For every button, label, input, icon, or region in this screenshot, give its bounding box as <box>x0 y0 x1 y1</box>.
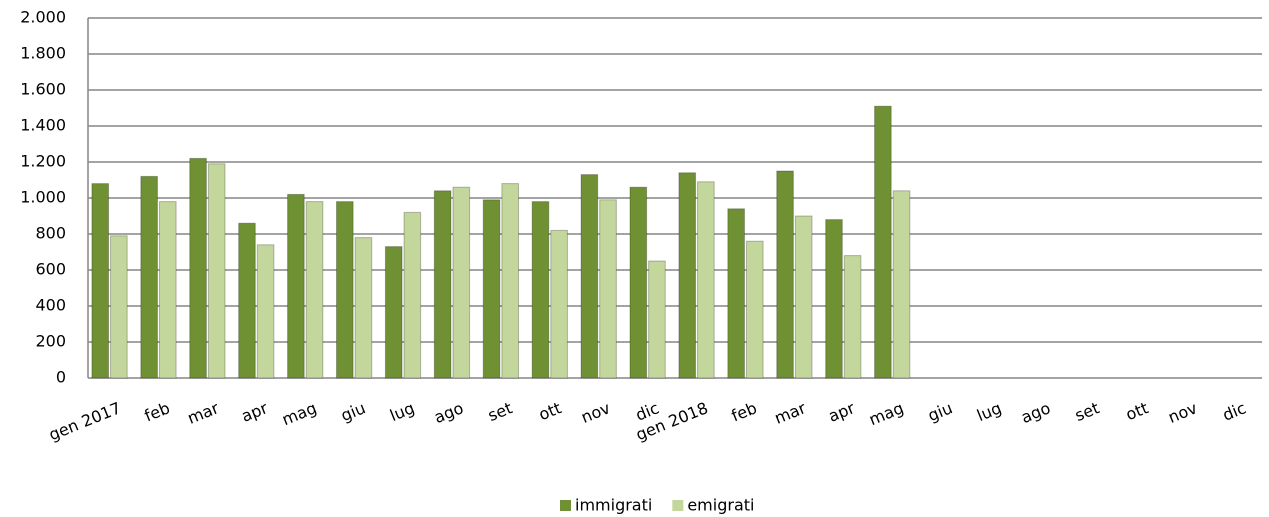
bar <box>433 190 452 379</box>
y-tick-label: 2.000 <box>20 8 66 27</box>
x-tick-label: apr <box>239 398 271 426</box>
legend-swatch <box>560 500 571 511</box>
bar <box>874 105 892 379</box>
bar <box>843 255 862 379</box>
bar <box>482 199 501 379</box>
x-tick-label: feb <box>729 398 760 425</box>
bar <box>550 229 568 379</box>
bar <box>354 237 373 379</box>
y-tick-label: 800 <box>35 224 66 243</box>
x-tick-label: nov <box>578 398 612 427</box>
x-tick-label: giu <box>338 398 368 425</box>
x-tick-label: ago <box>1018 398 1053 427</box>
bar <box>892 190 911 379</box>
x-tick-label: feb <box>142 398 173 425</box>
x-tick-label: lug <box>387 398 417 425</box>
x-tick-label: ott <box>1123 398 1151 424</box>
bar <box>794 215 813 379</box>
bar <box>287 193 305 379</box>
x-tick-label: mag <box>279 398 319 429</box>
bar <box>110 235 128 379</box>
bar <box>648 260 666 379</box>
y-tick-label: 1.800 <box>20 44 66 63</box>
bar <box>745 240 764 379</box>
bar <box>678 172 697 379</box>
bar <box>305 201 324 379</box>
x-tick-label: apr <box>826 398 858 426</box>
bar <box>189 157 207 379</box>
y-tick-label: 1.400 <box>20 116 66 135</box>
y-tick-label: 1.600 <box>20 80 66 99</box>
y-tick-label: 400 <box>35 296 66 315</box>
bar <box>727 208 745 379</box>
legend-label: emigrati <box>687 496 754 515</box>
x-tick-label: mar <box>772 398 809 428</box>
x-tick-label: set <box>1072 398 1102 425</box>
x-tick-label: nov <box>1165 398 1199 427</box>
x-tick-label: dic <box>1220 398 1249 424</box>
y-tick-label: 200 <box>35 332 66 351</box>
bar <box>140 175 158 379</box>
x-tick-label: mar <box>185 398 222 428</box>
bar <box>403 211 422 379</box>
bar <box>158 201 177 379</box>
x-tick-label: mag <box>866 398 906 429</box>
bar <box>238 222 256 379</box>
x-tick-label: gen 2017 <box>46 398 124 444</box>
bar <box>776 170 794 379</box>
bar <box>599 199 617 379</box>
bar <box>580 174 599 379</box>
y-tick-label: 1.200 <box>20 152 66 171</box>
bar <box>91 183 110 379</box>
y-tick-label: 0 <box>56 368 66 387</box>
x-tick-label: lug <box>974 398 1004 425</box>
bar <box>697 181 715 379</box>
bar <box>629 186 648 379</box>
y-tick-label: 1.000 <box>20 188 66 207</box>
y-tick-label: 600 <box>35 260 66 279</box>
legend-swatch <box>672 500 684 511</box>
bar <box>384 246 403 379</box>
x-tick-label: ago <box>431 398 466 427</box>
bar <box>256 244 275 379</box>
bar <box>335 201 354 379</box>
x-tick-label: ott <box>536 398 564 424</box>
bar <box>501 183 520 379</box>
x-tick-label: giu <box>925 398 955 425</box>
x-tick-label: set <box>485 398 515 425</box>
bar <box>531 201 550 379</box>
legend-label: immigrati <box>575 496 652 515</box>
bar <box>452 186 471 379</box>
bar <box>207 163 226 379</box>
bar <box>825 219 843 379</box>
